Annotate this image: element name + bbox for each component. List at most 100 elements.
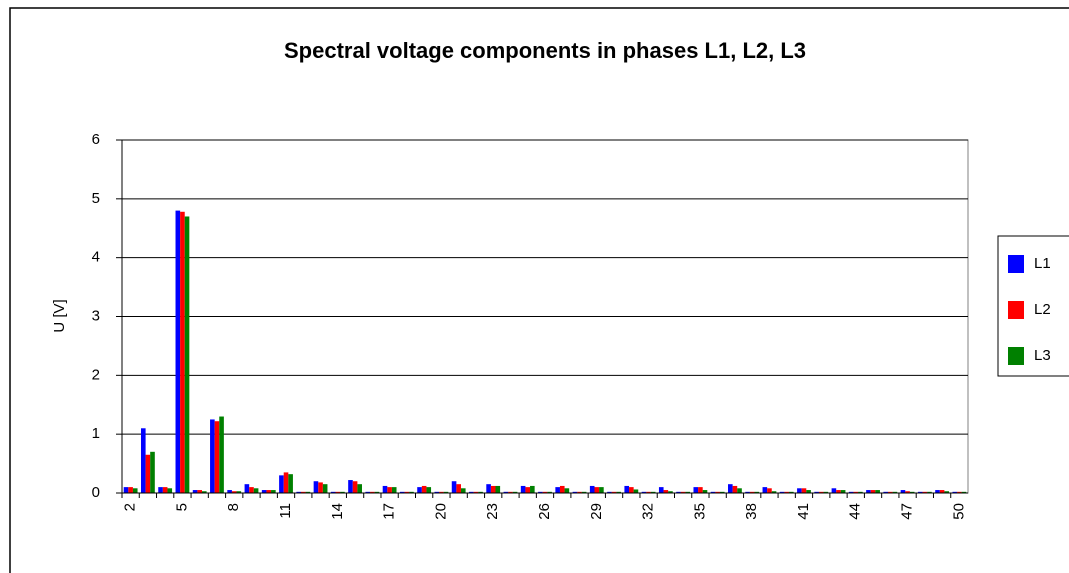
bar [473, 491, 479, 493]
x-tick-label: 20 [432, 503, 449, 520]
bar [927, 491, 932, 493]
bar [227, 490, 232, 493]
bar [439, 491, 444, 493]
bar [680, 491, 686, 493]
bar [542, 491, 548, 493]
bar [253, 488, 259, 493]
bar [594, 487, 600, 493]
bar [922, 491, 928, 493]
x-tick-label: 32 [640, 503, 657, 520]
bar [900, 490, 906, 493]
bar [944, 491, 950, 493]
bar [658, 487, 664, 493]
bar [288, 474, 293, 493]
bar [935, 490, 940, 493]
bar [555, 487, 560, 493]
bar [577, 491, 582, 493]
bar [870, 490, 876, 493]
y-tick-label: 0 [92, 484, 100, 501]
bar [512, 491, 518, 493]
bar [719, 491, 725, 493]
bar [330, 491, 336, 493]
bar [387, 487, 392, 493]
chart-title: Spectral voltage components in phases L1… [284, 38, 806, 63]
bar [806, 490, 811, 493]
x-tick-label: 41 [795, 503, 812, 520]
bar [340, 491, 345, 493]
bar [779, 491, 785, 493]
bar [486, 484, 491, 493]
bar [957, 491, 962, 493]
y-tick-label: 5 [92, 190, 100, 207]
x-tick-label: 2 [122, 503, 139, 511]
legend-swatch [1008, 347, 1024, 365]
x-tick-label: 8 [225, 503, 242, 511]
bar [335, 491, 341, 493]
bar [261, 490, 267, 493]
bar [875, 490, 880, 493]
bar [668, 491, 673, 493]
bar [197, 490, 202, 493]
y-tick-label: 3 [92, 307, 100, 324]
bar [572, 491, 578, 493]
bar [128, 487, 133, 493]
bar [192, 490, 198, 493]
y-tick-label: 1 [92, 425, 100, 442]
bar [214, 421, 220, 493]
bar [814, 491, 819, 493]
y-tick-label: 6 [92, 131, 100, 148]
bar [732, 485, 738, 493]
bar [123, 487, 129, 493]
legend-swatch [1008, 255, 1024, 273]
bar [469, 491, 474, 493]
bar [771, 491, 777, 493]
bar [745, 491, 750, 493]
bar [175, 210, 181, 493]
bar [629, 487, 634, 493]
bar [249, 487, 254, 493]
bar [607, 491, 612, 493]
bar [749, 491, 755, 493]
x-tick-label: 38 [743, 503, 760, 520]
bar [478, 491, 483, 493]
bar [370, 491, 375, 493]
bar [231, 491, 237, 493]
bar [801, 488, 807, 493]
bar [728, 484, 733, 493]
bar [404, 491, 410, 493]
bar [547, 491, 552, 493]
bar [892, 491, 898, 493]
bar [624, 485, 630, 493]
bar [305, 491, 311, 493]
bar [961, 491, 967, 493]
bar [283, 472, 289, 493]
bar [698, 487, 703, 493]
bar [710, 491, 716, 493]
legend-label: L2 [1034, 301, 1051, 318]
bar [421, 485, 427, 493]
bar [184, 216, 190, 493]
x-tick-label: 23 [484, 503, 501, 520]
bar [271, 490, 276, 493]
bar [685, 491, 691, 493]
bar [145, 454, 151, 493]
bar [646, 491, 651, 493]
bar [599, 487, 604, 493]
bar [702, 490, 708, 493]
x-tick-label: 50 [950, 503, 967, 520]
bar [530, 485, 535, 493]
bar [391, 487, 397, 493]
bar [382, 485, 388, 493]
bar [348, 480, 353, 493]
bar [737, 488, 742, 493]
x-tick-label: 47 [899, 503, 916, 520]
bar [663, 490, 669, 493]
bar [939, 490, 945, 493]
bar [365, 491, 371, 493]
bar [789, 491, 794, 493]
bar [451, 481, 457, 493]
bar [883, 491, 889, 493]
bar [167, 488, 173, 493]
bar [917, 491, 923, 493]
bar [888, 491, 893, 493]
